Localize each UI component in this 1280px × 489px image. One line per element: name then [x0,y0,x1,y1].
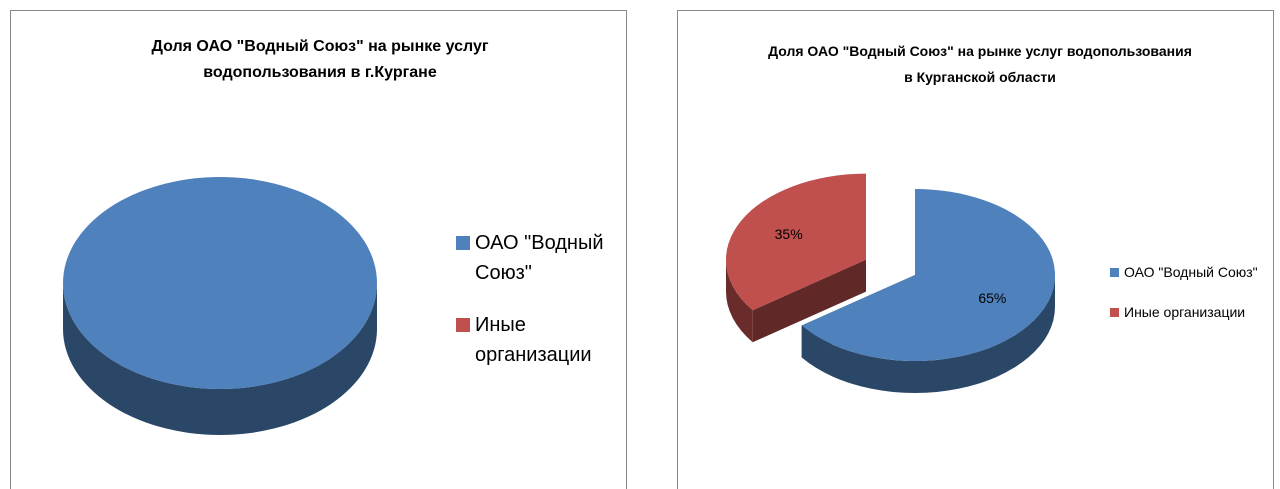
chart-title: Доля ОАО "Водный Союз" на рынке услуг во… [768,43,1192,85]
legend-label: Иные организации [1124,304,1246,320]
legend-label: ОАО "Водный Союз" [475,232,604,284]
slice-side [801,275,1055,393]
slice-wall [752,259,866,343]
legend-swatch [1110,267,1119,277]
legend-swatch [456,318,470,332]
legend-item: ОАО "Водный Союз" [1110,262,1280,282]
legend-label: Иные организации [475,314,592,366]
slice [725,173,866,311]
legend-label: ОАО "Водный Союз" [1124,264,1258,280]
chart-title: Доля ОАО "Водный Союз" на рынке услуг во… [151,38,489,81]
legend: ОАО "Водный Союз" Иные организации [1110,262,1280,342]
legend-swatch [1110,307,1119,317]
legend: ОАО "Водный Союз" Иные организации [456,228,626,392]
slice [63,177,377,389]
slice-side [63,283,377,435]
legend-swatch [456,236,470,250]
legend-item: Иные организации [456,310,626,370]
slice-side [725,259,753,343]
legend-item: Иные организации [1110,302,1280,322]
slice [801,189,1055,362]
value-label: 35% [775,226,803,242]
value-label: 65% [978,290,1006,306]
legend-item: ОАО "Водный Союз" [456,228,626,288]
